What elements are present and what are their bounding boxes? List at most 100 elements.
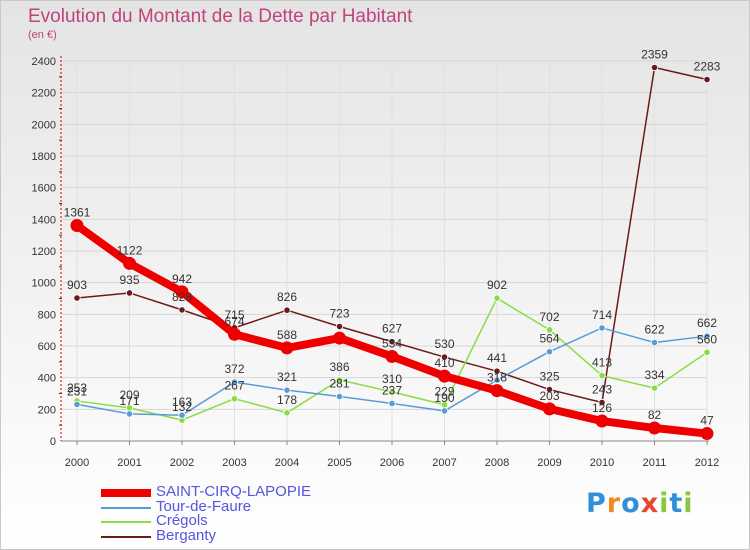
legend-label: Berganty: [156, 526, 217, 544]
data-label: 163: [172, 395, 192, 409]
x-tick-label: 2007: [432, 457, 456, 469]
data-label: 1122: [117, 243, 143, 257]
data-point-tour-de-faure: [598, 324, 606, 332]
data-label: 530: [434, 337, 454, 351]
logo-letter: i: [683, 488, 694, 519]
data-point-cregols: [598, 372, 606, 380]
logo-letter: o: [621, 488, 641, 519]
data-label: 318: [487, 371, 507, 385]
x-tick-label: 2010: [590, 457, 614, 469]
data-label: 231: [67, 384, 87, 398]
legend-item-saint-cirq-lapopie: SAINT-CIRQ-LAPOPIE: [101, 483, 361, 500]
data-point-tour-de-faure: [178, 411, 186, 419]
data-label: 132: [172, 400, 192, 414]
data-point-saint-cirq-lapopie: [333, 331, 346, 345]
y-tick-label: 1400: [32, 214, 56, 226]
data-point-berganty: [125, 289, 134, 297]
data-label: 826: [277, 290, 297, 304]
data-label: 902: [487, 278, 507, 292]
data-label: 178: [277, 393, 297, 407]
data-point-berganty: [598, 398, 606, 407]
data-label: 310: [382, 372, 402, 386]
data-label: 534: [382, 336, 402, 350]
data-point-berganty: [178, 306, 186, 314]
data-label: 942: [172, 272, 192, 286]
data-point-tour-de-faure: [283, 386, 291, 394]
data-point-cregols: [545, 326, 554, 334]
data-point-tour-de-faure: [73, 400, 81, 409]
legend-label: Tour-de-Faure: [156, 497, 252, 515]
data-label: 237: [382, 383, 402, 397]
data-label: 209: [119, 388, 139, 402]
legend-swatch: [101, 521, 151, 523]
logo-letter: x: [640, 488, 660, 519]
data-label: 627: [382, 322, 402, 336]
x-tick-label: 2005: [327, 457, 351, 469]
data-point-cregols: [650, 384, 659, 392]
data-label: 372: [224, 362, 244, 376]
data-label: 413: [592, 356, 612, 370]
data-label: 386: [329, 360, 349, 374]
data-point-tour-de-faure: [388, 399, 396, 408]
data-label: 190: [434, 391, 454, 405]
data-point-cregols: [388, 388, 396, 396]
data-point-saint-cirq-lapopie: [438, 369, 451, 383]
y-tick-label: 1600: [32, 183, 56, 195]
data-label: 82: [648, 408, 662, 422]
data-label: 281: [329, 377, 349, 391]
chart-subtitle: (en €): [28, 29, 57, 41]
data-label: 588: [277, 328, 297, 342]
data-point-cregols: [230, 395, 239, 403]
data-point-tour-de-faure: [703, 332, 711, 340]
x-tick-label: 2001: [117, 457, 141, 469]
data-point-saint-cirq-lapopie: [175, 285, 189, 299]
logo-letter: i: [659, 488, 670, 519]
data-point-saint-cirq-lapopie: [123, 256, 136, 270]
y-tick-label: 2400: [32, 56, 56, 68]
x-tick-label: 2002: [170, 457, 194, 469]
data-label: 203: [539, 389, 559, 403]
data-label: 267: [224, 379, 244, 393]
data-label: 702: [539, 310, 559, 324]
x-tick-label: 2011: [643, 457, 667, 469]
line-chart: 0 200 400 600 800 1000 1200 1400 1600 1800 2000 220…: [32, 47, 721, 469]
data-label: 126: [592, 401, 612, 415]
y-tick-label: 2000: [32, 119, 56, 131]
x-tick-label: 2012: [695, 457, 719, 469]
x-tick-label: 2003: [222, 457, 246, 469]
data-label: 243: [592, 383, 612, 397]
legend-label: SAINT-CIRQ-LAPOPIE: [156, 483, 312, 500]
data-point-saint-cirq-lapopie: [280, 341, 294, 355]
y-tick-label: 1800: [32, 151, 56, 163]
data-point-saint-cirq-lapopie: [490, 384, 504, 398]
data-point-cregols: [493, 294, 501, 302]
data-point-saint-cirq-lapopie: [228, 327, 241, 341]
logo-letter: r: [606, 488, 622, 519]
logo-letter: t: [669, 488, 684, 519]
data-label: 560: [697, 332, 717, 346]
legend-item-tour-de-faure: Tour-de-Faure: [101, 497, 361, 515]
legend-swatch: [101, 506, 151, 509]
data-point-berganty: [440, 353, 449, 361]
data-point-berganty: [545, 385, 554, 394]
proxiti-logo: Proxiti: [586, 488, 694, 519]
data-point-tour-de-faure: [440, 407, 449, 415]
x-tick-label: 2008: [485, 457, 509, 469]
data-point-berganty: [283, 306, 291, 314]
data-point-berganty: [73, 294, 81, 302]
data-point-cregols: [283, 409, 291, 417]
y-tick-label: 2200: [32, 88, 56, 100]
data-point-berganty: [335, 322, 344, 331]
data-label: 2283: [694, 60, 721, 74]
data-label: 828: [172, 290, 192, 304]
y-tick-label: 0: [50, 436, 56, 448]
data-label: 622: [644, 323, 664, 337]
data-label: 662: [697, 316, 717, 330]
data-label: 47: [700, 414, 714, 428]
data-point-tour-de-faure: [493, 376, 501, 384]
legend-swatch: [101, 535, 151, 538]
data-label: 723: [329, 307, 349, 321]
legend-item-berganty: Berganty: [101, 526, 361, 544]
data-point-tour-de-faure: [650, 338, 659, 347]
legend-item-cregols: Crégols: [101, 512, 361, 529]
